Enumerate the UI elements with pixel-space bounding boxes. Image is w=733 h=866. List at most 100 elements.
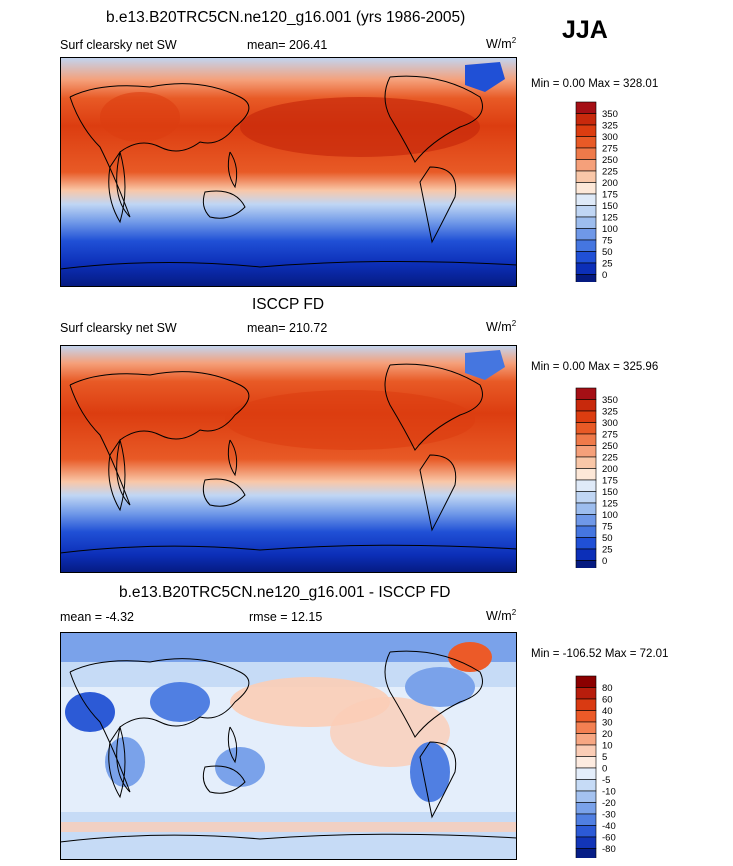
colorbar-tick-label: 325 (602, 121, 618, 132)
panel-3-rmse-label: rmse = 12.15 (249, 610, 323, 624)
colorbar-swatch (575, 410, 597, 423)
panel-3-units: W/m2 (486, 608, 517, 624)
colorbar-swatch (575, 274, 597, 282)
colorbar-tick-label: 175 (602, 476, 618, 487)
colorbar-swatch (575, 698, 597, 711)
colorbar-tick-label: 20 (602, 729, 613, 740)
greenland (465, 350, 505, 380)
colorbar-tick-label: 175 (602, 190, 618, 201)
colorbar-tick-label: 0 (602, 764, 607, 775)
colorbar-swatch (575, 422, 597, 435)
colorbar-swatch (575, 502, 597, 515)
greenland (465, 62, 505, 92)
colorbar-tick-label: -60 (602, 833, 616, 844)
colorbar-tick-label: 225 (602, 453, 618, 464)
colorbar-swatch (575, 710, 597, 723)
colorbar-swatch (575, 525, 597, 538)
colorbar-swatch (575, 802, 597, 815)
colorbar-tick-label: 10 (602, 741, 613, 752)
panel-1-units: W/m2 (486, 36, 517, 52)
colorbar-tick-label: 60 (602, 695, 613, 706)
colorbar-tick-label: -20 (602, 798, 616, 809)
colorbar-swatch (575, 182, 597, 195)
panel-2-title: ISCCP FD (252, 296, 325, 313)
colorbar-tick-label: 275 (602, 144, 618, 155)
colorbar-tick-label: 125 (602, 213, 618, 224)
colorbar-swatch (575, 836, 597, 849)
colorbar-swatch (575, 779, 597, 792)
colorbar-swatch (575, 479, 597, 492)
panel-1-variable-label: Surf clearsky net SW (60, 38, 177, 52)
colorbar-tick-label: 200 (602, 464, 618, 475)
colorbar-tick-label: 325 (602, 407, 618, 418)
colorbar-tick-label: 75 (602, 522, 613, 533)
colorbar-swatch (575, 205, 597, 218)
anomaly-patch (150, 682, 210, 722)
colorbar-tick-label: 150 (602, 201, 618, 212)
panel-1-minmax: Min = 0.00 Max = 328.01 (531, 78, 659, 90)
colorbar-tick-label: 50 (602, 533, 613, 544)
colorbar-swatch (575, 813, 597, 826)
colorbar-swatch (575, 548, 597, 561)
colorbar-tick-label: 0 (602, 556, 607, 567)
colorbar-swatch (575, 433, 597, 446)
colorbar-tick-label: 5 (602, 752, 607, 763)
season-label: JJA (562, 16, 608, 44)
colorbar-swatch (575, 159, 597, 172)
colorbar-swatch (575, 399, 597, 412)
colorbar-swatch (575, 136, 597, 149)
colorbar-swatch (575, 675, 597, 688)
coastlines (60, 650, 517, 843)
colorbar-swatch (575, 491, 597, 504)
colorbar-swatch (575, 537, 597, 550)
colorbar-swatch (575, 101, 597, 114)
colorbar-swatch (575, 193, 597, 206)
colorbar-swatch (575, 113, 597, 126)
colorbar-swatch (575, 387, 597, 400)
colorbar-swatch (575, 456, 597, 469)
panel-2-variable-label: Surf clearsky net SW (60, 321, 177, 335)
colorbar-swatch (575, 228, 597, 241)
colorbar-tick-label: 25 (602, 259, 613, 270)
colorbar-swatch (575, 468, 597, 481)
colorbar-tick-label: -40 (602, 821, 616, 832)
colorbar-tick-label: -5 (602, 775, 610, 786)
colorbar-tick-label: 0 (602, 270, 607, 281)
colorbar-swatch (575, 744, 597, 757)
panel-1-title: b.e13.B20TRC5CN.ne120_g16.001 (yrs 1986-… (106, 9, 466, 26)
colorbar-swatch (575, 124, 597, 137)
colorbar-swatch (575, 733, 597, 746)
colorbar-tick-label: 40 (602, 706, 613, 717)
colorbar-tick-label: -30 (602, 810, 616, 821)
colorbar-tick-label: 125 (602, 499, 618, 510)
panel-3-title: b.e13.B20TRC5CN.ne120_g16.001 - ISCCP FD (119, 584, 451, 601)
colorbar-tick-label: 350 (602, 395, 618, 406)
panel-3-mean-label: mean = -4.32 (60, 610, 135, 624)
panel-3-minmax: Min = -106.52 Max = 72.01 (531, 648, 669, 660)
colorbar-tick-label: -10 (602, 787, 616, 798)
colorbar-swatch (575, 721, 597, 734)
colorbar-swatch (575, 251, 597, 264)
colorbar-tick-label: 250 (602, 441, 618, 452)
colorbar-swatch (575, 767, 597, 780)
panel-2-map (60, 345, 517, 573)
colorbar-swatch (575, 216, 597, 229)
colorbar-tick-label: 25 (602, 545, 613, 556)
hotspot (225, 390, 475, 450)
colorbar-tick-label: 350 (602, 109, 618, 120)
colorbar-tick-label: 150 (602, 487, 618, 498)
colorbar-swatch (575, 687, 597, 700)
map-field (60, 345, 517, 573)
colorbar-swatch (575, 147, 597, 160)
coastlines (60, 363, 517, 554)
colorbar-tick-label: 200 (602, 178, 618, 189)
anomaly-patch (405, 667, 475, 707)
band (60, 632, 517, 662)
colorbar-swatch (575, 239, 597, 252)
colorbar-tick-label: 250 (602, 155, 618, 166)
anomaly-patch (65, 692, 115, 732)
panel-2-minmax: Min = 0.00 Max = 325.96 (531, 361, 659, 373)
colorbar-swatch (575, 514, 597, 527)
